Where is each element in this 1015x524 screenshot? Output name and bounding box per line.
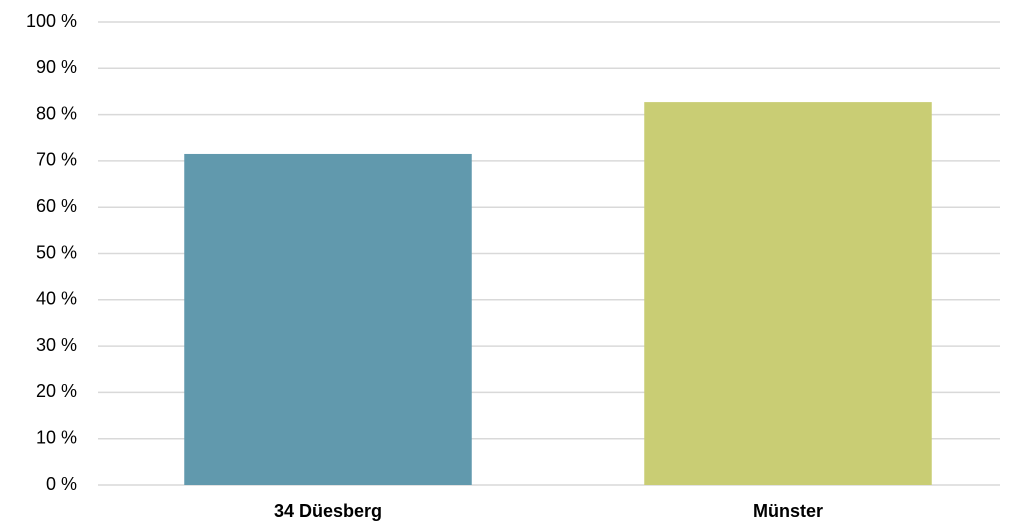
x-tick-label: 34 Düesberg [274, 501, 382, 521]
y-tick-label: 70 % [36, 150, 77, 170]
y-tick-label: 30 % [36, 335, 77, 355]
y-tick-label: 0 % [46, 474, 77, 494]
y-tick-label: 80 % [36, 103, 77, 123]
y-tick-label: 20 % [36, 381, 77, 401]
y-tick-label: 50 % [36, 242, 77, 262]
y-tick-label: 100 % [26, 11, 77, 31]
bar [184, 153, 472, 485]
bar [644, 102, 932, 485]
y-tick-label: 90 % [36, 57, 77, 77]
y-tick-label: 60 % [36, 196, 77, 216]
x-tick-label: Münster [753, 501, 823, 521]
y-tick-label: 40 % [36, 289, 77, 309]
y-tick-label: 10 % [36, 427, 77, 447]
